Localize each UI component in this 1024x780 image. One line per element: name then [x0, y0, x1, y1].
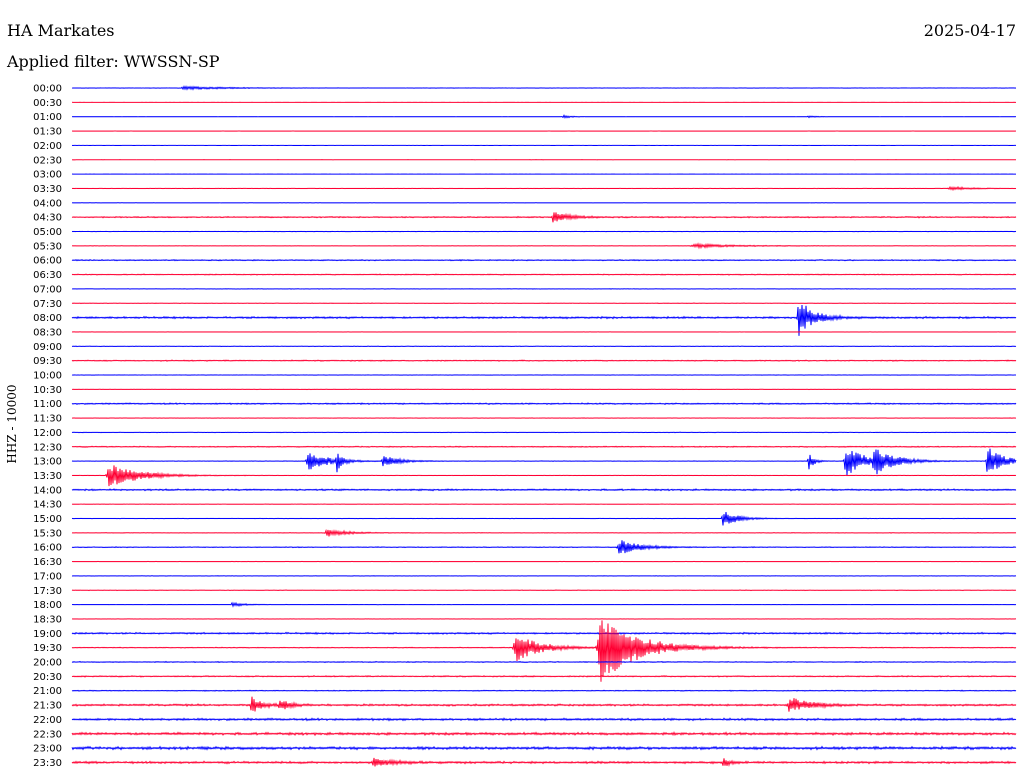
time-label: 20:00 [33, 658, 62, 669]
trace-1230 [71, 445, 1017, 448]
trace-2200 [71, 717, 1017, 722]
time-label: 15:00 [33, 514, 62, 525]
time-label: 21:00 [33, 686, 62, 697]
time-label: 13:00 [33, 457, 62, 468]
time-label: 03:30 [33, 184, 62, 195]
time-label: 04:30 [33, 213, 62, 224]
time-label: 23:00 [33, 744, 62, 755]
time-label: 00:30 [33, 98, 62, 109]
trace-0700 [71, 288, 1017, 290]
time-label: 08:30 [33, 327, 62, 338]
time-label: 03:00 [33, 170, 62, 181]
time-label: 16:00 [33, 543, 62, 554]
time-label: 05:00 [33, 227, 62, 238]
trace-0530 [71, 242, 1017, 250]
time-label: 18:00 [33, 600, 62, 611]
time-label: 17:00 [33, 571, 62, 582]
trace-0430 [71, 212, 1017, 223]
trace-0000 [71, 85, 1017, 91]
trace-2230 [71, 731, 1017, 737]
time-label: 04:00 [33, 198, 62, 209]
time-label: 17:30 [33, 586, 62, 597]
trace-1330 [71, 465, 1017, 487]
time-label: 08:00 [33, 313, 62, 324]
time-label: 16:30 [33, 557, 62, 568]
time-label: 00:00 [33, 84, 62, 95]
trace-2330 [71, 757, 1017, 767]
trace-1730 [71, 589, 1017, 592]
trace-1900 [71, 631, 1017, 635]
trace-2100 [71, 689, 1017, 692]
trace-1300 [71, 448, 1017, 476]
trace-2030 [71, 674, 1017, 678]
time-label: 22:30 [33, 729, 62, 740]
trace-0330 [71, 185, 1017, 192]
time-label: 11:00 [33, 399, 62, 410]
trace-0900 [71, 345, 1017, 348]
time-label: 09:00 [33, 342, 62, 353]
time-label: 14:00 [33, 485, 62, 496]
trace-0600 [71, 258, 1017, 262]
time-label: 13:30 [33, 471, 62, 482]
time-label: 02:30 [33, 155, 62, 166]
time-label: 23:30 [33, 758, 62, 769]
time-label: 11:30 [33, 414, 62, 425]
time-label: 20:30 [33, 672, 62, 683]
trace-1600 [71, 540, 1017, 554]
trace-0630 [71, 273, 1017, 276]
trace-1500 [71, 511, 1017, 526]
trace-2130 [71, 696, 1017, 712]
time-label: 18:30 [33, 614, 62, 625]
trace-0930 [71, 359, 1017, 362]
station-name: HA Markates [7, 21, 115, 40]
time-label: 05:30 [33, 241, 62, 252]
time-label: 09:30 [33, 356, 62, 367]
trace-0730 [71, 302, 1017, 305]
time-label: 22:00 [33, 715, 62, 726]
seismogram-traces [71, 85, 1017, 767]
time-label: 19:30 [33, 643, 62, 654]
trace-0100 [71, 114, 1017, 119]
time-label: 14:30 [33, 500, 62, 511]
trace-1200 [71, 431, 1017, 434]
time-label: 10:30 [33, 385, 62, 396]
trace-1400 [71, 488, 1017, 492]
time-label: 01:00 [33, 112, 62, 123]
filter-label: Applied filter: WWSSN-SP [7, 52, 220, 71]
trace-1100 [71, 402, 1017, 406]
trace-0800 [71, 304, 1017, 336]
time-label: 12:00 [33, 428, 62, 439]
time-label: 10:00 [33, 371, 62, 382]
time-label: 02:00 [33, 141, 62, 152]
trace-2000 [71, 660, 1017, 664]
time-labels: 00:00 00:30 01:00 01:30 02:00 02:30 03:00 03:30… [33, 84, 62, 769]
time-label: 19:00 [33, 629, 62, 640]
time-label: 15:30 [33, 528, 62, 539]
time-label: 12:30 [33, 442, 62, 453]
trace-1530 [71, 528, 1017, 537]
trace-1800 [71, 601, 1017, 608]
plot-date: 2025-04-17 [923, 21, 1016, 40]
trace-2300 [71, 745, 1017, 751]
time-label: 06:00 [33, 256, 62, 267]
time-label: 21:30 [33, 701, 62, 712]
trace-1930 [71, 620, 1017, 682]
time-label: 07:00 [33, 284, 62, 295]
time-label: 01:30 [33, 127, 62, 138]
time-label: 07:30 [33, 299, 62, 310]
time-label: 06:30 [33, 270, 62, 281]
